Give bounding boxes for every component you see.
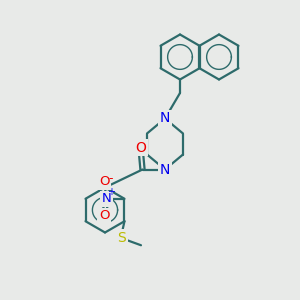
Text: +: + (107, 187, 115, 197)
Text: N: N (160, 112, 170, 125)
Text: O: O (99, 175, 109, 188)
Text: S: S (117, 231, 126, 245)
Text: O: O (99, 209, 109, 222)
Text: N: N (160, 163, 170, 176)
Text: -: - (108, 172, 113, 185)
Text: N: N (102, 192, 111, 205)
Text: O: O (136, 141, 146, 154)
